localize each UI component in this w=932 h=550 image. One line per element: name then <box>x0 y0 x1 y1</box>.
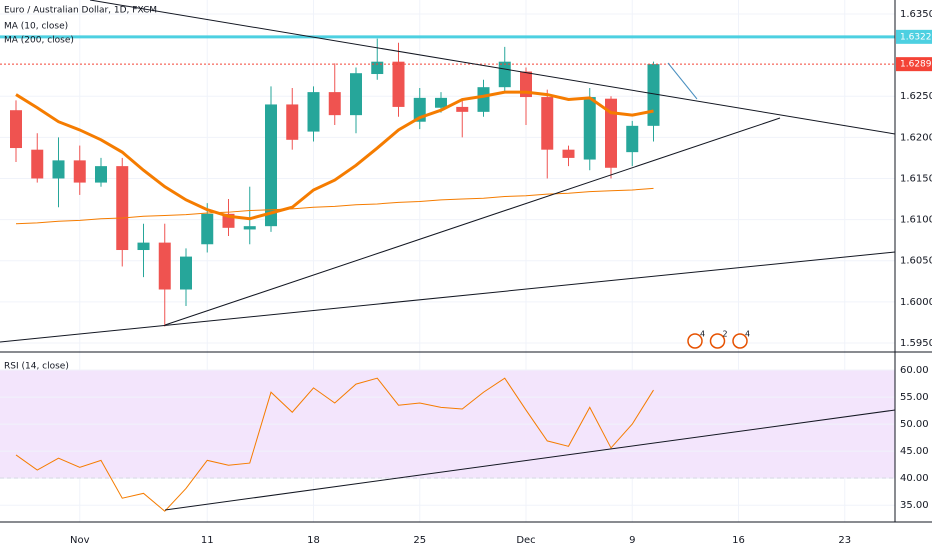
candle-body <box>583 97 596 160</box>
price-level-box <box>896 57 932 72</box>
arrow-drawing <box>667 62 698 100</box>
candle-body <box>541 97 554 150</box>
candle-body <box>307 92 320 132</box>
series-line <box>15 187 654 225</box>
candle-body <box>435 97 447 108</box>
y-tick-label: 1.60500 <box>900 256 932 267</box>
trend-line <box>0 251 896 343</box>
candle-body <box>286 104 299 140</box>
candle-body <box>328 92 341 116</box>
x-tick-label: 9 <box>629 535 635 546</box>
candle-body <box>95 166 107 183</box>
price-level-label: 1.62890 <box>900 60 932 70</box>
candle-body <box>371 61 384 75</box>
y-tick-label: 55.00 <box>900 392 929 403</box>
price-level-label: 1.63222 <box>900 32 932 42</box>
candle-body <box>477 87 490 112</box>
legend-entry: MA (200, close) <box>4 36 74 46</box>
series-line <box>15 377 654 512</box>
candle-body <box>265 104 277 227</box>
x-tick-label: 16 <box>732 535 745 546</box>
candle-body <box>605 98 617 168</box>
x-tick-label: Nov <box>70 535 90 546</box>
overlay: 1.63500 1.62500 1.62000 1.61500 1.61000 1.605… <box>4 6 932 546</box>
y-tick-label: 1.61000 <box>900 215 932 226</box>
plot <box>0 35 895 512</box>
background <box>0 0 895 522</box>
candle-body <box>498 61 511 88</box>
x-tick-label: 25 <box>413 535 426 546</box>
event-badge <box>732 333 748 349</box>
trend-line <box>164 117 781 326</box>
candle-body <box>116 166 129 251</box>
candle-body <box>158 242 171 290</box>
event-count: 4 <box>700 330 705 339</box>
x-tick-label: 11 <box>201 535 214 546</box>
candle-body <box>456 106 469 112</box>
legend-title: RSI (14, close) <box>4 362 69 372</box>
candle-body <box>392 61 405 107</box>
candle-body <box>31 149 44 179</box>
candle-body <box>52 160 65 179</box>
candle-body <box>562 149 575 158</box>
y-tick-label: 60.00 <box>900 365 929 376</box>
legend-entry: MA (10, close) <box>4 22 68 32</box>
y-tick-label: 1.62000 <box>900 132 932 143</box>
trend-line <box>89 0 896 135</box>
trend-line <box>164 409 896 511</box>
candle-body <box>180 256 192 290</box>
event-badge <box>709 333 726 349</box>
candle-body <box>10 110 22 149</box>
price-level-box <box>896 29 932 44</box>
candle-body <box>201 213 214 245</box>
y-tick-label: 1.62500 <box>900 91 932 102</box>
candle-body <box>73 160 86 183</box>
y-tick-label: 35.00 <box>900 500 929 511</box>
event-count: 2 <box>723 330 728 339</box>
event-badge <box>687 333 703 349</box>
y-tick-label: 1.60000 <box>900 297 932 308</box>
y-tick-label: 1.61500 <box>900 173 932 184</box>
y-tick-label: 45.00 <box>900 446 929 457</box>
candle-body <box>243 226 256 230</box>
x-tick-label: 18 <box>307 535 320 546</box>
y-tick-label: 1.63500 <box>900 9 932 20</box>
candle-body <box>137 242 150 251</box>
y-tick-label: 40.00 <box>900 473 929 484</box>
x-tick-label: Dec <box>516 535 535 546</box>
candle-body <box>626 125 639 153</box>
legend-title: Euro / Australian Dollar, 1D, FXCM <box>4 6 157 16</box>
event-count: 4 <box>745 330 750 339</box>
x-tick-label: 23 <box>838 535 851 546</box>
y-tick-label: 1.59500 <box>900 338 932 349</box>
y-tick-label: 50.00 <box>900 419 929 430</box>
series-line <box>15 90 654 221</box>
candle-body <box>350 73 362 116</box>
